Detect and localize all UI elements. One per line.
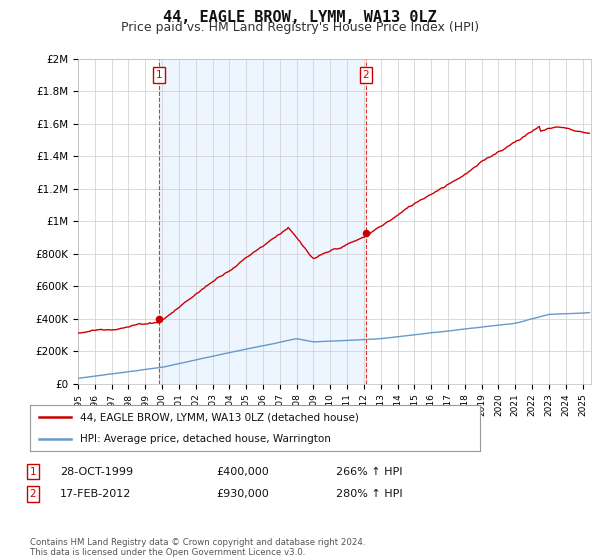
Text: 28-OCT-1999: 28-OCT-1999 [60,466,133,477]
Text: 44, EAGLE BROW, LYMM, WA13 0LZ (detached house): 44, EAGLE BROW, LYMM, WA13 0LZ (detached… [79,412,358,422]
Text: Price paid vs. HM Land Registry's House Price Index (HPI): Price paid vs. HM Land Registry's House … [121,21,479,34]
Text: 1: 1 [29,466,37,477]
Bar [159,59,366,384]
Point [154,314,164,323]
Text: 17-FEB-2012: 17-FEB-2012 [60,489,131,499]
Text: 2: 2 [29,489,37,499]
Point [361,228,371,237]
Text: 266% ↑ HPI: 266% ↑ HPI [336,466,403,477]
Text: 44, EAGLE BROW, LYMM, WA13 0LZ: 44, EAGLE BROW, LYMM, WA13 0LZ [163,10,437,25]
Text: Contains HM Land Registry data © Crown copyright and database right 2024.
This d: Contains HM Land Registry data © Crown c… [30,538,365,557]
Text: 2: 2 [362,70,369,80]
Text: 1: 1 [156,70,163,80]
Text: 280% ↑ HPI: 280% ↑ HPI [336,489,403,499]
Text: HPI: Average price, detached house, Warrington: HPI: Average price, detached house, Warr… [79,435,331,444]
Text: £400,000: £400,000 [216,466,269,477]
Text: £930,000: £930,000 [216,489,269,499]
